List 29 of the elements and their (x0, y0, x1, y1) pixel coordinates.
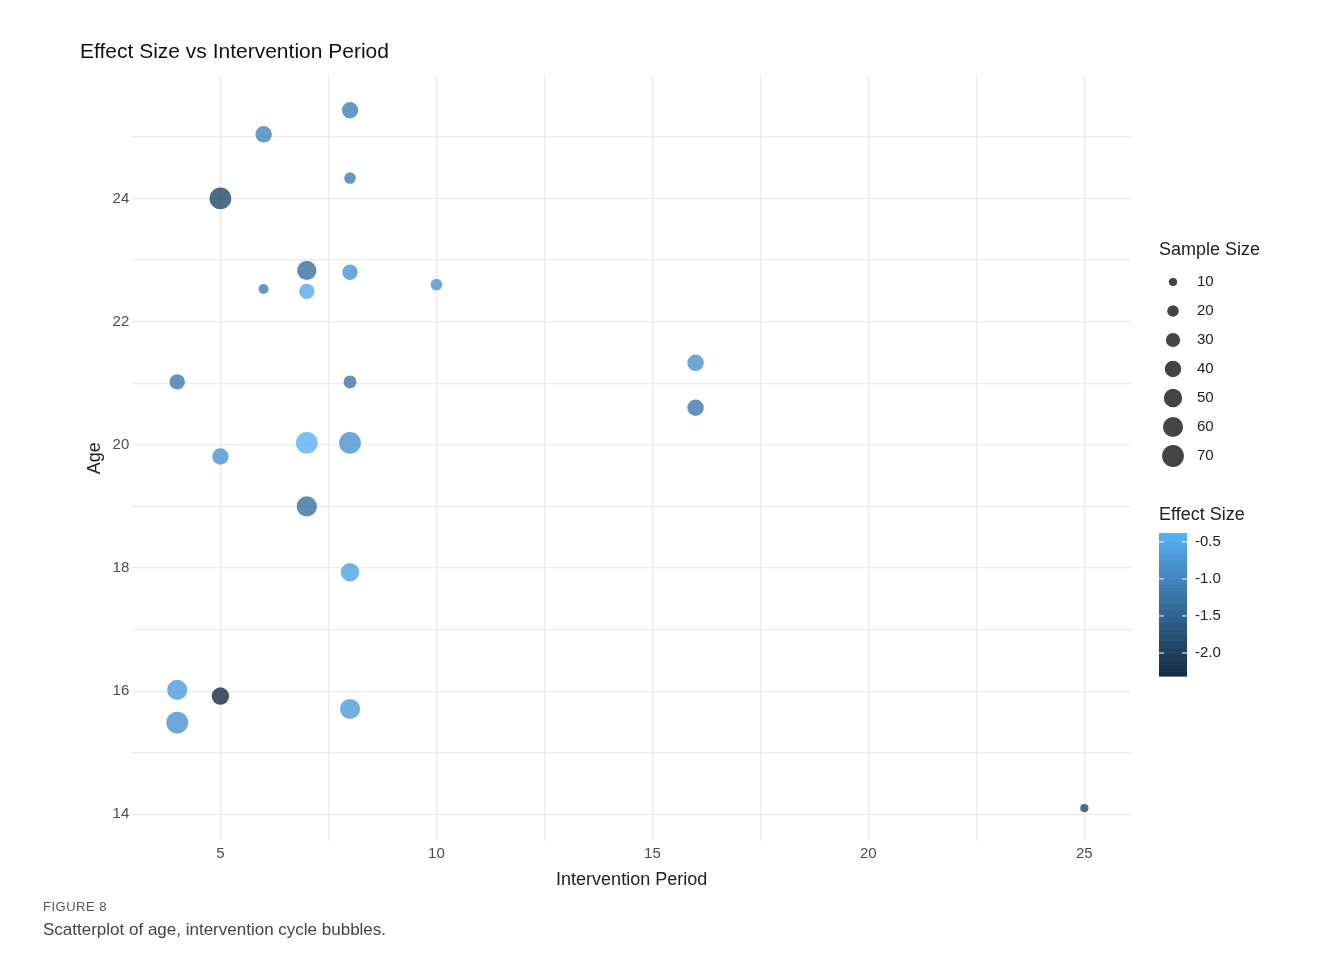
y-tick-label: 14 (112, 804, 130, 822)
x-tick-label: 15 (644, 843, 661, 861)
legend-label: 40 (1197, 359, 1214, 377)
legend-title: Sample Size (1159, 238, 1261, 259)
color-bar-label: -1.5 (1195, 606, 1221, 624)
y-tick-label: 20 (112, 434, 130, 452)
y-axis-title: Age (83, 442, 104, 475)
legend-label: 50 (1197, 388, 1214, 406)
x-tick-label: 20 (860, 843, 877, 861)
y-tick-label: 18 (112, 558, 130, 576)
x-tick-label: 10 (428, 843, 445, 861)
chart-title: Effect Size vs Intervention Period (80, 39, 389, 63)
legend-label: 20 (1197, 301, 1214, 319)
color-bar-title: Effect Size (1159, 503, 1245, 524)
y-tick-label: 16 (112, 681, 130, 699)
y-tick-label: 24 (112, 188, 130, 206)
color-bar-label: -1.0 (1195, 569, 1221, 587)
color-bar-label: -0.5 (1195, 532, 1221, 550)
color-bar-label: -2.0 (1195, 643, 1221, 661)
x-tick-label: 5 (216, 843, 225, 861)
text: Scatterplot of age, intervention cycle bubbles. (43, 920, 388, 940)
legend-label: 30 (1197, 330, 1214, 348)
legend-label: 70 (1197, 446, 1214, 464)
legend-label: 10 (1197, 272, 1214, 290)
caption: FIGURE 8 (43, 899, 108, 914)
legend-label: 60 (1197, 417, 1214, 435)
x-axis-title: Intervention Period (556, 869, 708, 890)
y-tick-label: 22 (112, 311, 130, 329)
x-tick-label: 25 (1076, 843, 1093, 861)
